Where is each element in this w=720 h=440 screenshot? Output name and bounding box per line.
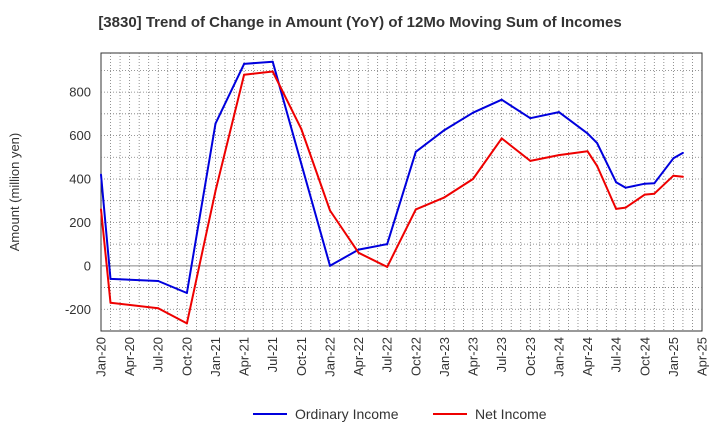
data-point — [414, 150, 417, 153]
data-point — [643, 182, 646, 185]
data-point — [443, 129, 446, 132]
y-tick-label: 400 — [69, 171, 91, 186]
x-tick-label: Oct-22 — [408, 337, 423, 376]
legend-label: Net Income — [475, 406, 547, 422]
data-point — [157, 280, 160, 282]
chart-title: [3830] Trend of Change in Amount (YoY) o… — [98, 14, 622, 31]
plot-area — [100, 52, 703, 332]
x-tick-label: Apr-25 — [695, 337, 710, 376]
data-point — [357, 248, 360, 251]
x-tick-label: Jan-24 — [551, 337, 566, 377]
data-point — [243, 73, 246, 76]
data-point — [615, 207, 618, 210]
x-tick-label: Jan-22 — [322, 337, 337, 377]
data-point — [414, 208, 417, 211]
data-point — [681, 175, 684, 178]
x-tick-label: Oct-24 — [637, 337, 652, 376]
data-point — [472, 111, 474, 114]
data-point — [653, 192, 656, 195]
x-tick-label: Apr-20 — [122, 337, 137, 376]
x-tick-label: Jan-23 — [437, 337, 452, 377]
x-tick-label: Jul-23 — [494, 337, 509, 372]
x-tick-label: Jan-25 — [666, 337, 681, 377]
y-tick-label: 0 — [84, 258, 91, 273]
y-tick-label: 800 — [69, 85, 91, 100]
x-tick-label: Apr-21 — [237, 337, 252, 376]
data-point — [500, 98, 503, 101]
data-point — [386, 243, 389, 246]
x-tick-label: Jul-20 — [151, 337, 166, 372]
data-point — [300, 162, 303, 165]
data-point — [596, 142, 599, 145]
data-point — [557, 111, 560, 114]
data-point — [596, 164, 599, 167]
y-tick-label: 600 — [69, 128, 91, 143]
data-point — [529, 159, 532, 162]
data-point — [214, 122, 217, 125]
data-point — [557, 154, 560, 157]
x-tick-label: Apr-24 — [580, 337, 595, 376]
data-point — [185, 292, 188, 294]
x-tick-label: Apr-23 — [466, 337, 481, 376]
y-tick-label: 200 — [69, 215, 91, 230]
data-point — [586, 132, 589, 135]
data-point — [109, 277, 112, 280]
data-point — [529, 117, 532, 120]
data-point — [157, 307, 160, 310]
x-tick-label: Jul-24 — [609, 337, 624, 372]
x-tick-label: Oct-20 — [179, 337, 194, 376]
data-point — [243, 62, 246, 65]
data-point — [472, 178, 474, 180]
x-tick-label: Jan-20 — [94, 337, 109, 377]
data-point — [681, 151, 684, 154]
data-point — [386, 265, 389, 268]
x-tick-label: Jul-21 — [265, 337, 280, 372]
x-tick-label: Jan-21 — [208, 337, 223, 377]
data-point — [271, 70, 274, 73]
legend-label: Ordinary Income — [295, 406, 399, 422]
data-point — [672, 174, 675, 177]
x-tick-label: Jul-22 — [380, 337, 395, 372]
data-point — [672, 157, 675, 160]
data-point — [624, 186, 627, 189]
data-point — [100, 208, 102, 211]
data-point — [300, 128, 303, 130]
data-point — [443, 196, 446, 199]
data-point — [100, 173, 102, 176]
data-point — [615, 181, 618, 184]
x-tick-label: Oct-23 — [523, 337, 538, 376]
data-point — [185, 322, 188, 325]
data-point — [214, 189, 217, 192]
y-axis-label: Amount (million yen) — [7, 133, 22, 252]
data-point — [329, 209, 331, 212]
data-point — [500, 137, 503, 140]
data-point — [586, 150, 589, 153]
x-tick-label: Oct-21 — [294, 337, 309, 376]
x-tick-label: Apr-22 — [351, 337, 366, 376]
data-point — [357, 251, 360, 254]
data-point — [109, 301, 112, 304]
data-point — [624, 206, 627, 209]
y-tick-label: -200 — [65, 302, 91, 317]
data-point — [653, 182, 656, 185]
data-point — [329, 264, 331, 267]
data-point — [643, 193, 646, 196]
data-point — [271, 60, 274, 63]
